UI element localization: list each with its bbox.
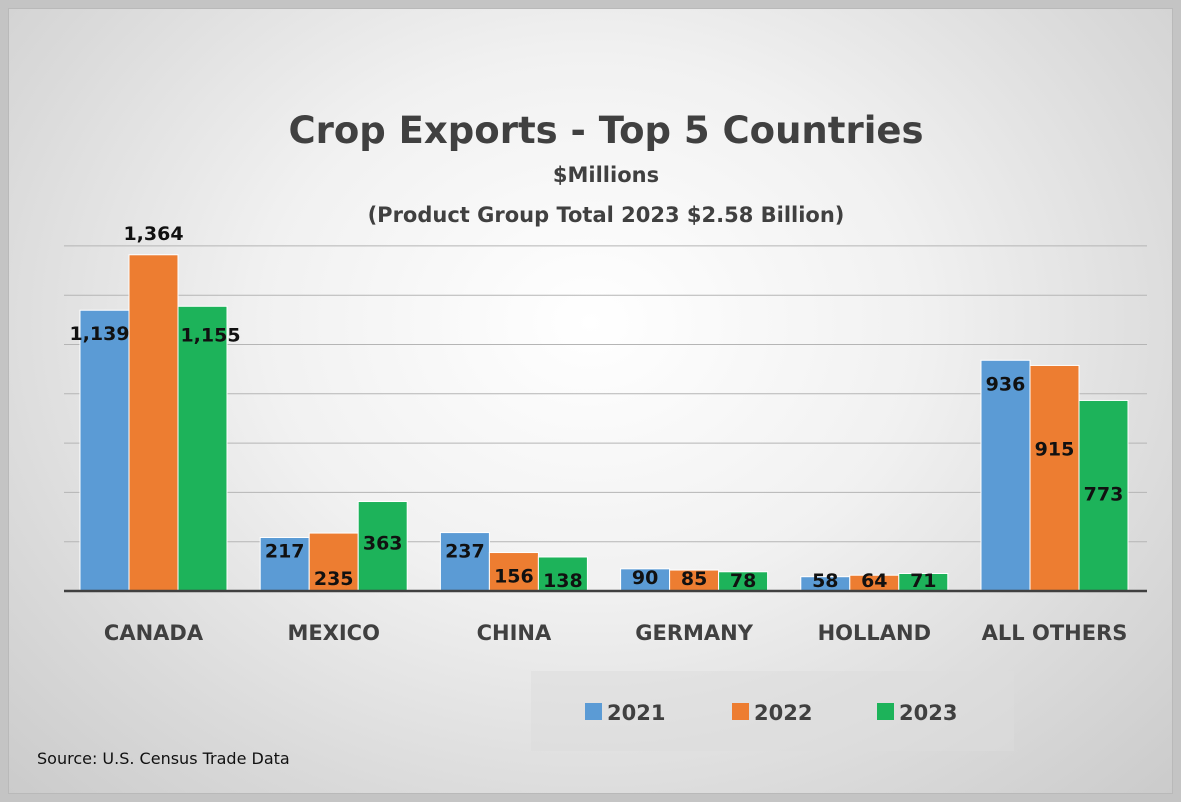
category-label: MEXICO [287,621,380,645]
bars [79,254,1129,592]
data-label: 71 [910,570,936,592]
gridlines [64,245,1147,543]
data-label: 915 [1035,438,1075,460]
legend-label-2021: 2021 [607,701,665,725]
category-label: CHINA [477,621,552,645]
legend-swatch-2023 [877,703,894,720]
source-note: Source: U.S. Census Trade Data [37,749,290,768]
category-label: GERMANY [635,621,753,645]
data-label: 156 [494,566,534,588]
bar-canada-2023 [177,305,228,592]
data-label: 90 [632,567,658,589]
legend-label-2022: 2022 [754,701,812,725]
data-label: 235 [314,568,354,590]
data-label: 58 [812,570,838,592]
bar-mexico-2021 [259,537,310,592]
chart-subtitle-total: (Product Group Total 2023 $2.58 Billion) [368,203,845,227]
data-label: 1,155 [180,324,240,346]
data-label: 773 [1084,483,1124,505]
legend-label-2023: 2023 [899,701,957,725]
data-label: 363 [363,533,403,555]
legend-swatch-2022 [732,703,749,720]
data-label: 85 [681,568,707,590]
legend-box [531,671,1014,751]
category-labels: CANADA MEXICO CHINA GERMANY HOLLAND ALL OTHER… [104,621,1127,645]
bar-china-2021 [439,532,490,592]
chart-subtitle: $Millions [553,163,659,187]
legend-swatch-2021 [585,703,602,720]
bar-mexico-2023 [357,501,408,592]
data-label: 78 [730,570,756,592]
category-label: ALL OTHERS [982,621,1128,645]
chart-title: Crop Exports - Top 5 Countries [288,109,923,152]
category-label: CANADA [104,621,204,645]
legend: 2021 2022 2023 [585,701,957,725]
data-label: 217 [265,541,305,563]
data-label: 1,364 [123,223,183,245]
data-label: 138 [543,570,583,592]
category-label: HOLLAND [818,621,931,645]
data-label: 1,139 [69,323,129,345]
bar-canada-2022 [128,254,179,592]
bar-canada-2021 [79,309,130,592]
data-label: 936 [986,373,1026,395]
bar-all-others-2023 [1078,399,1129,592]
data-label: 64 [861,570,887,592]
data-label: 237 [445,541,485,563]
bar-mexico-2022 [308,532,359,592]
bar-all-others-2022 [1029,364,1080,592]
data-labels: 1,139 217 237 90 58 936 1,364 235 156 85 64 915 1,15… [69,223,1123,592]
